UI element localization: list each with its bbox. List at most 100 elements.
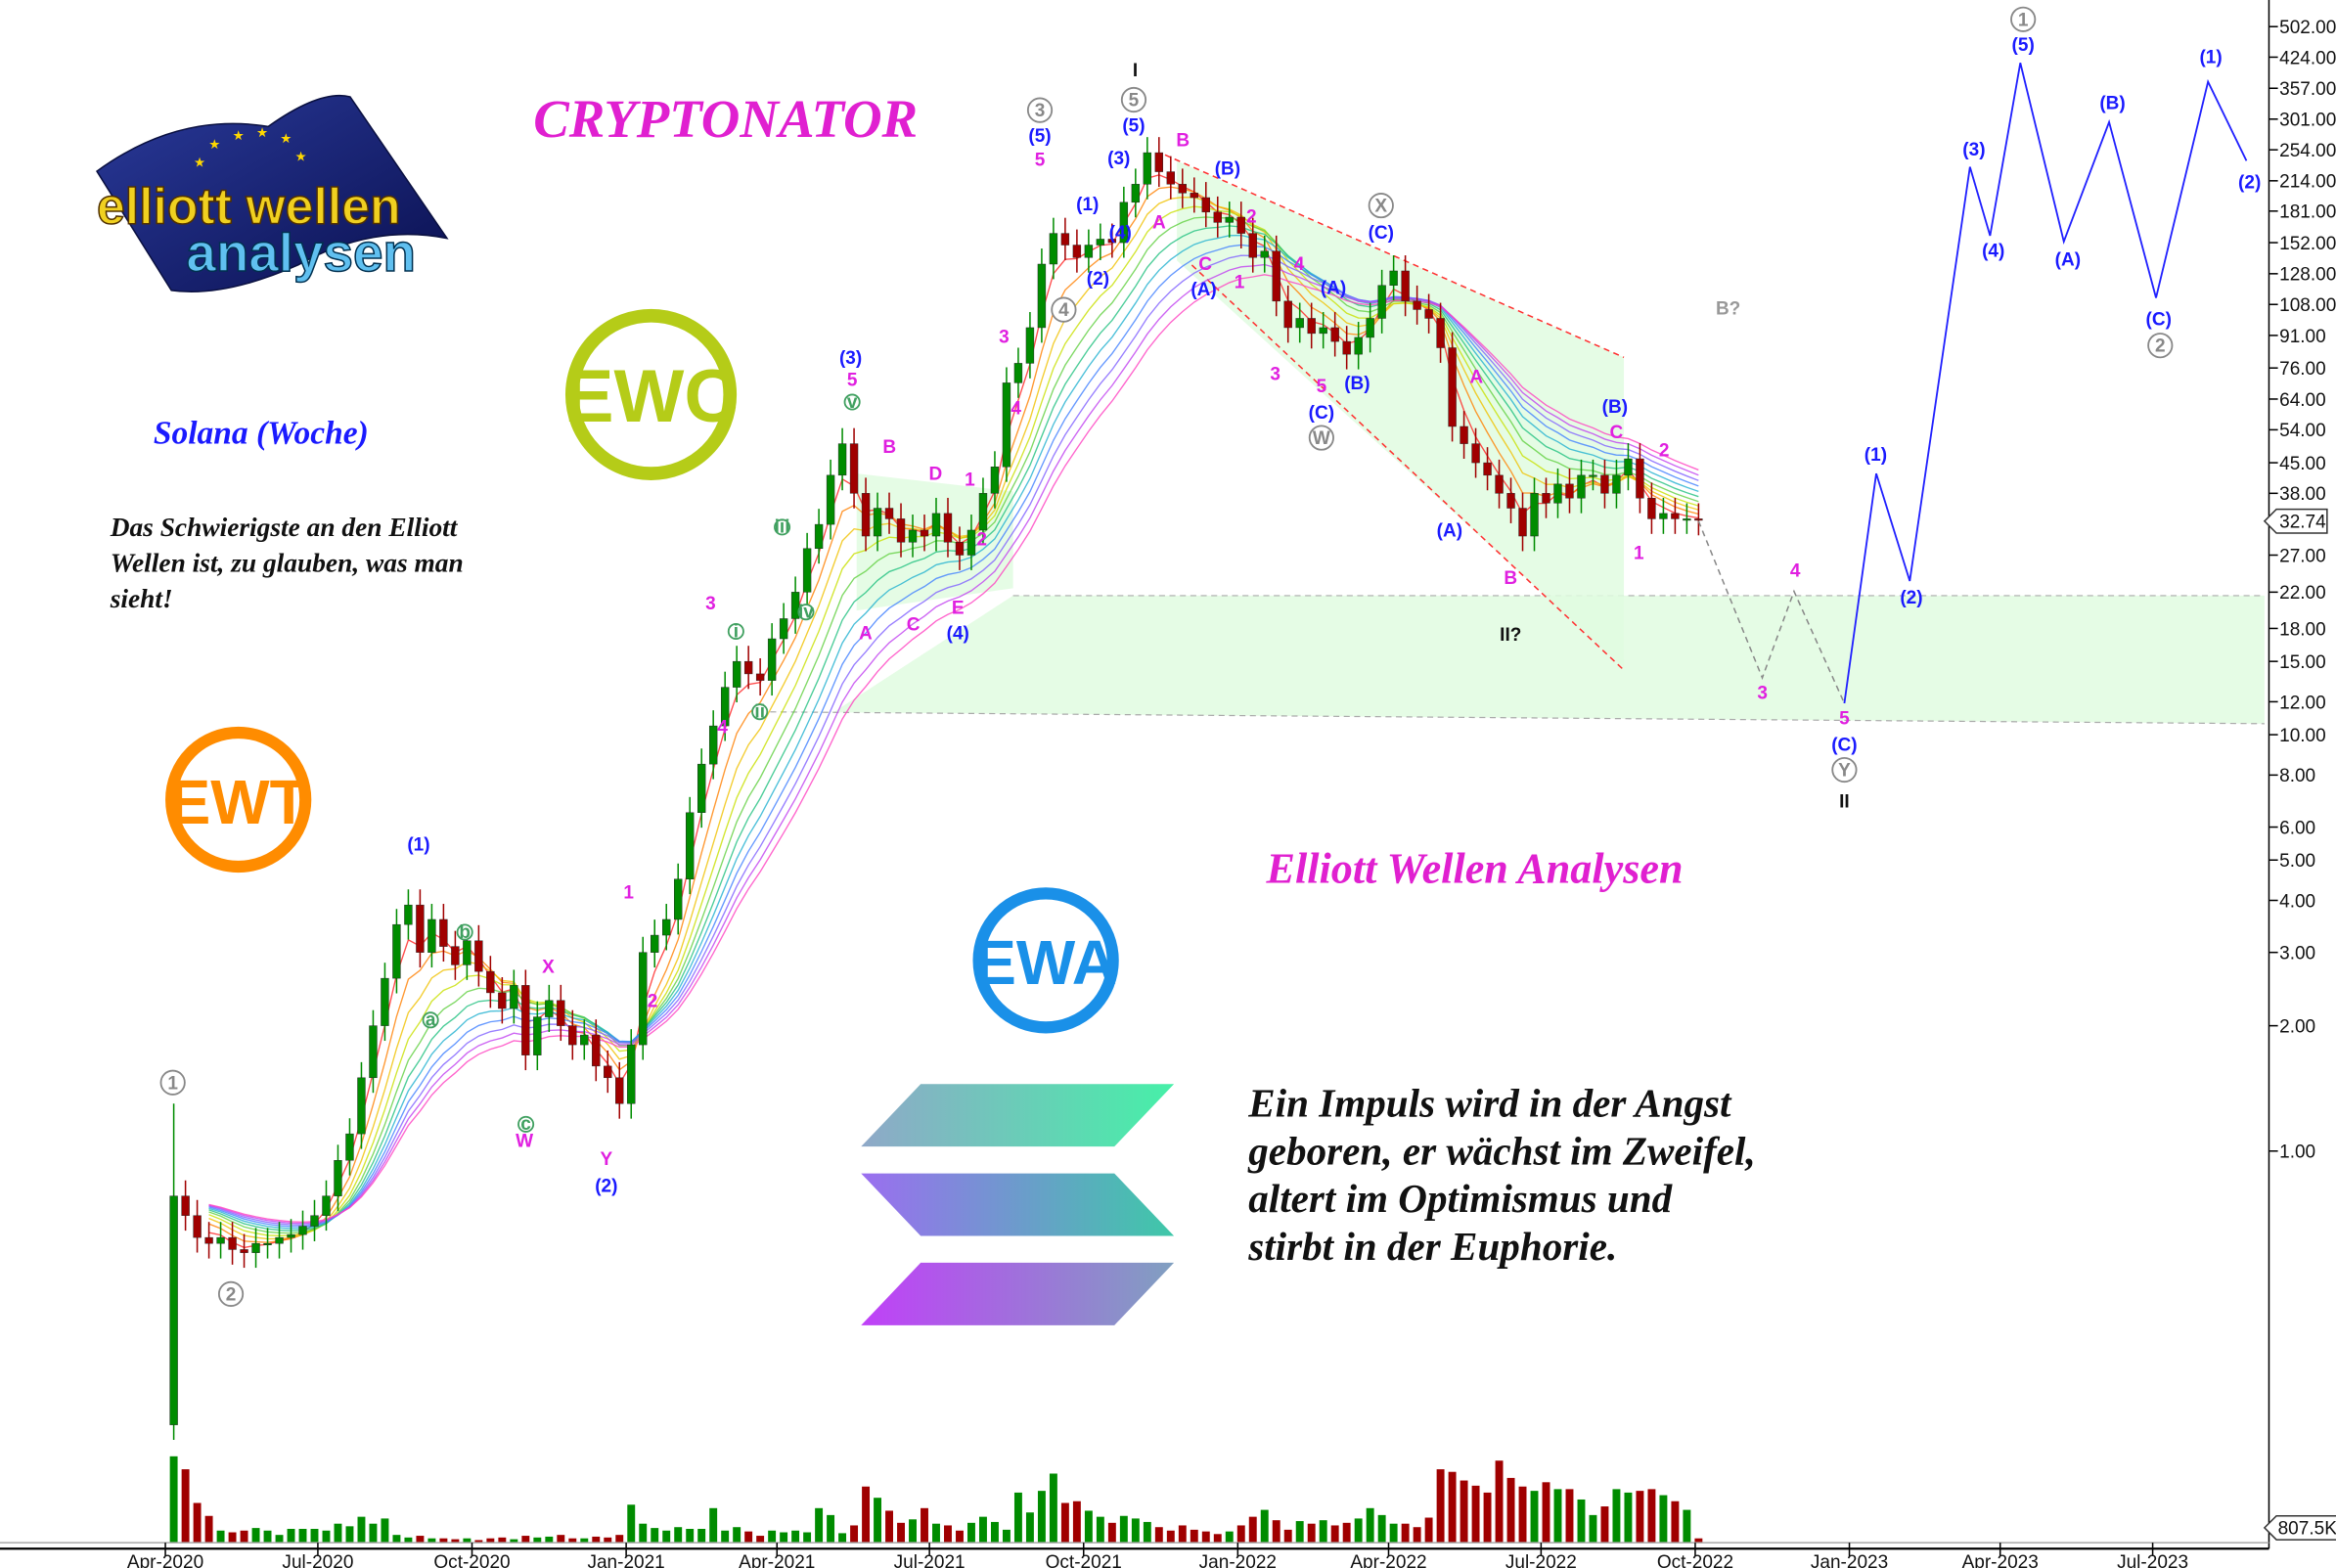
wave-label: (5) xyxy=(1028,126,1051,147)
wave-label: 5 xyxy=(1839,708,1850,729)
volume-bar xyxy=(1471,1485,1480,1544)
y-tick-label: 27.00 xyxy=(2279,546,2326,566)
candle xyxy=(369,1025,378,1079)
candle xyxy=(1647,498,1656,519)
volume-bar xyxy=(1577,1499,1586,1544)
candle xyxy=(651,934,659,953)
candle xyxy=(1377,285,1386,319)
y-tick-label: 301.00 xyxy=(2279,111,2336,131)
volume-bar xyxy=(862,1486,871,1544)
volume-bar xyxy=(580,1538,589,1544)
wave-label: (1) xyxy=(407,835,429,856)
volume-bar xyxy=(357,1516,366,1544)
brand-text: Elliott Wellen Analysen xyxy=(1266,845,1684,893)
candle xyxy=(1448,347,1457,427)
volume-bar xyxy=(345,1526,354,1544)
candle xyxy=(322,1195,331,1216)
volume-bar xyxy=(1460,1480,1468,1544)
candle xyxy=(1201,197,1210,213)
wave-label: 5 xyxy=(1129,91,1140,112)
volume-bar xyxy=(697,1528,706,1544)
wave-label-circle xyxy=(1120,86,1147,113)
volume-bar xyxy=(451,1539,460,1544)
volume-bar xyxy=(1002,1529,1011,1544)
volume-bar xyxy=(381,1518,389,1544)
candle xyxy=(1530,493,1539,537)
candle xyxy=(1295,318,1304,329)
projection-dashed-line xyxy=(1697,520,1846,704)
wave-label: 4 xyxy=(717,717,728,738)
candle xyxy=(216,1236,225,1244)
candle xyxy=(1636,458,1644,499)
wave-label: 1 xyxy=(167,1073,178,1094)
wave-label: (A) xyxy=(1190,280,1216,300)
wave-label-circle xyxy=(727,622,744,640)
y-tick-label: 64.00 xyxy=(2279,390,2326,411)
candle xyxy=(696,763,706,813)
wave-label: 1 xyxy=(2018,10,2029,30)
volume-bar xyxy=(204,1515,213,1544)
candle xyxy=(1248,233,1257,258)
y-tick-label: 6.00 xyxy=(2279,818,2315,838)
candle xyxy=(849,443,859,494)
candle xyxy=(931,513,941,537)
correction-zone xyxy=(1177,160,1625,667)
volume-bar xyxy=(1201,1531,1210,1544)
volume-bar xyxy=(897,1522,905,1544)
candle xyxy=(1178,184,1187,194)
candle xyxy=(427,918,436,953)
volume-bar xyxy=(721,1530,730,1544)
candle xyxy=(181,1195,190,1216)
wave-label: W xyxy=(1313,428,1330,449)
volume-bar xyxy=(1283,1529,1292,1544)
candle xyxy=(943,513,953,543)
wave-label: E xyxy=(952,599,965,619)
volume-bar xyxy=(369,1523,378,1544)
wave-label: 2 xyxy=(648,992,658,1012)
wave-label: (B) xyxy=(1344,374,1370,394)
y-tick-label: 214.00 xyxy=(2279,172,2336,193)
wave-label: (A) xyxy=(2055,249,2081,270)
candle xyxy=(1166,171,1175,185)
quote-small: Das Schwierigste an den Elliott Wellen i… xyxy=(110,513,464,613)
candle xyxy=(1060,233,1070,246)
volume-bar xyxy=(1319,1520,1327,1544)
volume-bar xyxy=(733,1527,741,1544)
wave-label: A xyxy=(859,624,873,645)
volume-bar xyxy=(1272,1520,1280,1544)
wave-label: B xyxy=(1176,131,1190,152)
y-tick-label: 38.00 xyxy=(2279,484,2326,505)
candle xyxy=(521,985,530,1055)
candle xyxy=(310,1215,319,1227)
volume-bar xyxy=(463,1538,472,1544)
wave-label: A xyxy=(1469,368,1483,388)
wave-label-circle xyxy=(1308,425,1334,451)
volume-bar xyxy=(1236,1525,1245,1544)
last-volume-value: 807.5K xyxy=(2278,1519,2336,1540)
wave-label: 4 xyxy=(1011,399,1021,420)
candle xyxy=(1131,184,1141,203)
volume-bar xyxy=(216,1530,225,1544)
y-tick-label: 152.00 xyxy=(2279,234,2336,254)
wave-label: 3 xyxy=(705,594,716,614)
candle xyxy=(790,592,800,619)
wave-label: iii xyxy=(775,517,790,538)
volume-bar xyxy=(1154,1527,1163,1544)
elliott-wellen-logo: ★★ ★ ★★ ★ elliott wellen analysen xyxy=(95,94,449,293)
ma-line xyxy=(208,216,1699,1234)
wave-label: (1) xyxy=(2199,47,2222,67)
volume-bar xyxy=(944,1525,952,1544)
volume-bar xyxy=(756,1536,765,1544)
y-tick-label: 91.00 xyxy=(2279,327,2326,347)
candle xyxy=(1143,152,1152,185)
volume-bar xyxy=(1060,1502,1069,1544)
wave-label: 3 xyxy=(1035,101,1046,121)
wave-label: B xyxy=(1504,568,1517,589)
volume-bar xyxy=(1025,1512,1034,1544)
candle xyxy=(510,985,518,1009)
wave-label: (B) xyxy=(2099,94,2125,114)
wave-label: 4 xyxy=(1294,254,1305,275)
volume-bar xyxy=(791,1530,800,1544)
wave-label-circle xyxy=(774,518,791,536)
